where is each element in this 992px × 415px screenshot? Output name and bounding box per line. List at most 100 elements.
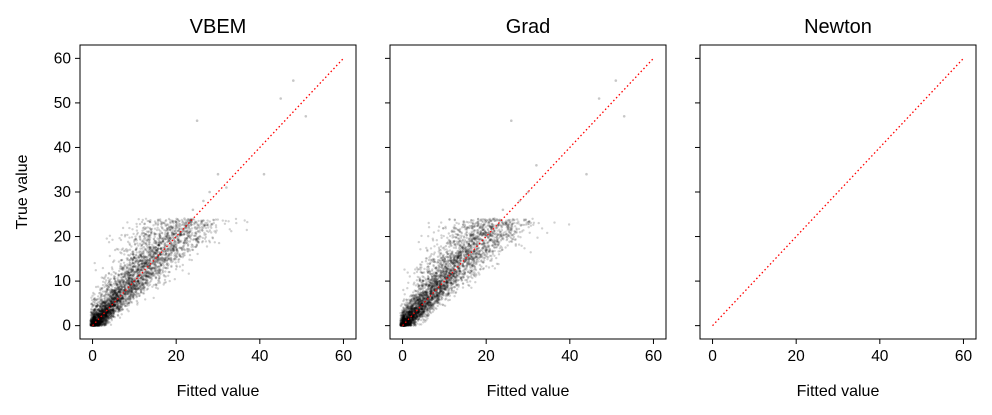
data-point <box>94 318 97 322</box>
data-point <box>194 220 197 223</box>
data-point <box>115 307 118 310</box>
data-point <box>132 285 135 288</box>
data-point <box>146 238 149 242</box>
data-point <box>97 322 101 325</box>
data-point <box>180 234 184 237</box>
data-point <box>181 253 184 256</box>
data-point <box>175 264 178 267</box>
data-point <box>165 235 168 238</box>
data-point <box>129 289 133 292</box>
data-point <box>209 225 212 228</box>
data-point <box>101 300 105 303</box>
data-point <box>94 317 97 321</box>
data-point <box>107 316 110 319</box>
data-point <box>107 298 110 301</box>
data-point <box>188 229 191 232</box>
data-point <box>177 239 180 242</box>
data-point <box>97 315 100 319</box>
data-point <box>156 226 159 229</box>
data-point <box>137 277 140 281</box>
data-point <box>119 251 122 254</box>
data-point <box>156 281 160 285</box>
data-point <box>110 288 114 292</box>
data-point <box>98 319 101 322</box>
data-point <box>120 233 123 237</box>
data-point <box>100 303 104 306</box>
data-point <box>157 255 160 259</box>
data-point <box>105 318 108 321</box>
data-point <box>216 218 219 221</box>
data-point <box>154 276 157 279</box>
data-point <box>173 240 176 244</box>
data-point <box>194 225 197 229</box>
data-point <box>148 247 151 250</box>
data-point <box>91 321 94 324</box>
data-point <box>165 234 168 238</box>
data-point <box>140 286 143 289</box>
data-point <box>106 320 109 323</box>
data-point <box>105 319 108 322</box>
data-point <box>105 307 108 311</box>
data-point <box>110 305 114 308</box>
data-point <box>128 236 131 239</box>
data-point <box>136 242 139 245</box>
data-point <box>107 311 110 315</box>
data-point <box>104 313 108 317</box>
data-point <box>149 246 152 249</box>
data-point <box>214 231 217 234</box>
data-point <box>188 230 191 234</box>
data-point <box>100 307 104 310</box>
data-point <box>115 294 118 297</box>
data-point <box>147 220 151 223</box>
data-point <box>117 306 120 309</box>
data-point <box>156 237 159 240</box>
data-point <box>124 276 127 280</box>
data-point <box>103 285 106 289</box>
data-point <box>114 294 117 297</box>
data-point <box>196 230 200 233</box>
data-point <box>198 234 202 238</box>
data-point <box>132 270 135 273</box>
data-point <box>132 294 135 297</box>
data-point <box>151 261 155 265</box>
data-point <box>152 266 156 269</box>
data-point <box>190 245 193 249</box>
data-point <box>105 302 108 305</box>
data-point <box>168 279 171 283</box>
data-point <box>139 268 143 272</box>
data-point <box>96 303 100 307</box>
data-point <box>118 285 121 289</box>
data-point <box>163 258 167 262</box>
data-point <box>165 223 169 226</box>
data-point <box>208 241 212 244</box>
data-point <box>113 291 117 295</box>
data-point <box>181 256 184 259</box>
data-point <box>110 307 113 311</box>
data-point <box>108 283 111 286</box>
data-point <box>140 266 144 269</box>
data-point <box>148 238 151 241</box>
data-point <box>194 237 198 241</box>
data-point <box>121 272 124 275</box>
data-point <box>204 221 207 225</box>
data-point <box>106 298 109 301</box>
data-point <box>157 243 160 247</box>
y-tick-label: 50 <box>54 95 72 112</box>
data-point <box>97 309 101 313</box>
data-point <box>125 278 128 281</box>
data-point <box>140 276 143 280</box>
data-point <box>106 287 109 290</box>
data-point <box>117 273 121 277</box>
data-point <box>195 227 199 231</box>
data-point <box>155 284 158 287</box>
data-point <box>103 323 106 326</box>
data-point <box>197 241 200 244</box>
data-point <box>150 269 153 272</box>
data-point <box>137 260 140 263</box>
data-point <box>127 287 130 290</box>
data-point <box>169 228 172 231</box>
data-point <box>104 300 108 304</box>
data-point <box>155 283 158 286</box>
data-point <box>156 255 159 258</box>
data-point <box>90 322 93 325</box>
